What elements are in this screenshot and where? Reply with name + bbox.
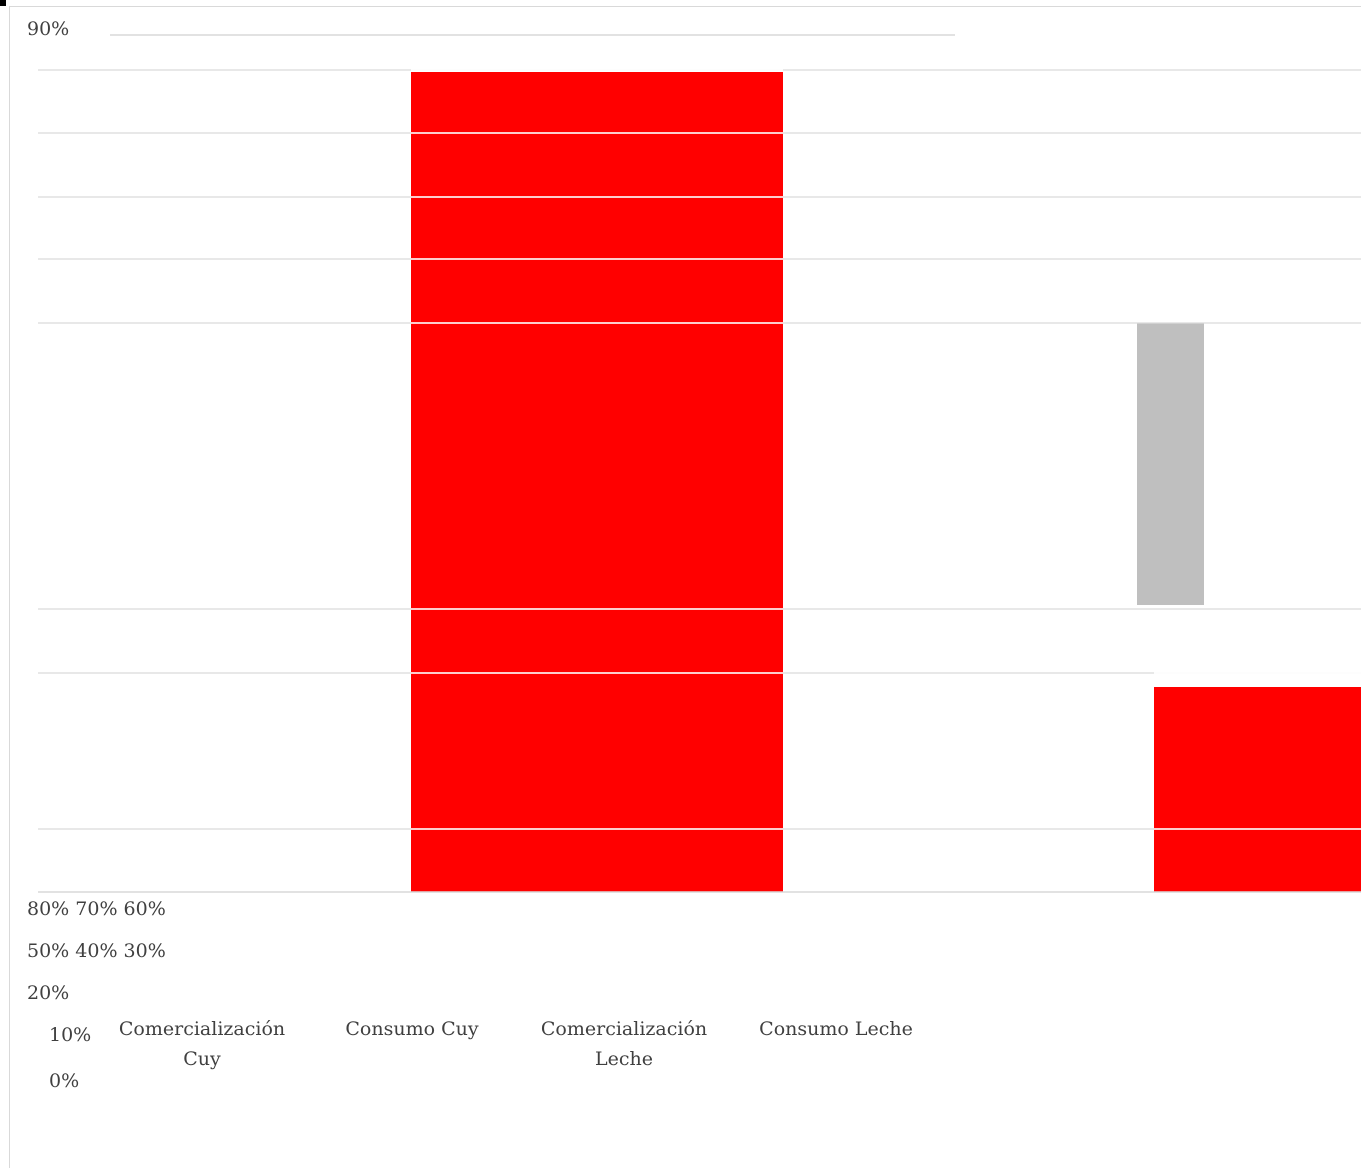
y-tick-label-cluster-1: 80% 70% 60% bbox=[27, 898, 166, 920]
y-tick-label-10: 10% bbox=[49, 1024, 92, 1046]
x-category-label-1: Comercialización Cuy bbox=[118, 1018, 286, 1070]
y-tick-label-top: 90% bbox=[27, 18, 70, 40]
y-tick-label-0: 0% bbox=[49, 1070, 80, 1092]
chart-frame bbox=[9, 6, 1361, 1168]
bar-red-2 bbox=[411, 72, 783, 892]
bar-red-4 bbox=[1154, 687, 1361, 892]
x-category-label-3: Comercialización Leche bbox=[540, 1018, 708, 1070]
y-tick-label-20: 20% bbox=[27, 982, 70, 1004]
x-category-label-4: Consumo Leche bbox=[759, 1018, 913, 1040]
y-tick-label-cluster-2: 50% 40% 30% bbox=[27, 940, 166, 962]
x-category-label-2: Consumo Cuy bbox=[345, 1018, 479, 1040]
bar-gray-4 bbox=[1137, 323, 1204, 605]
corner-mark bbox=[0, 0, 6, 6]
